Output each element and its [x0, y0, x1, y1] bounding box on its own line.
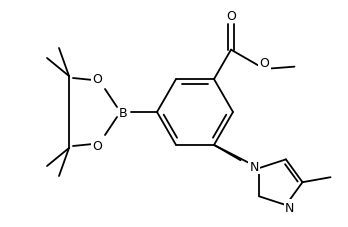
- Text: N: N: [285, 201, 295, 214]
- Text: O: O: [92, 140, 102, 153]
- Text: O: O: [260, 57, 269, 70]
- Text: O: O: [92, 72, 102, 85]
- Text: B: B: [119, 106, 127, 119]
- Text: O: O: [226, 10, 236, 23]
- Text: N: N: [250, 160, 259, 173]
